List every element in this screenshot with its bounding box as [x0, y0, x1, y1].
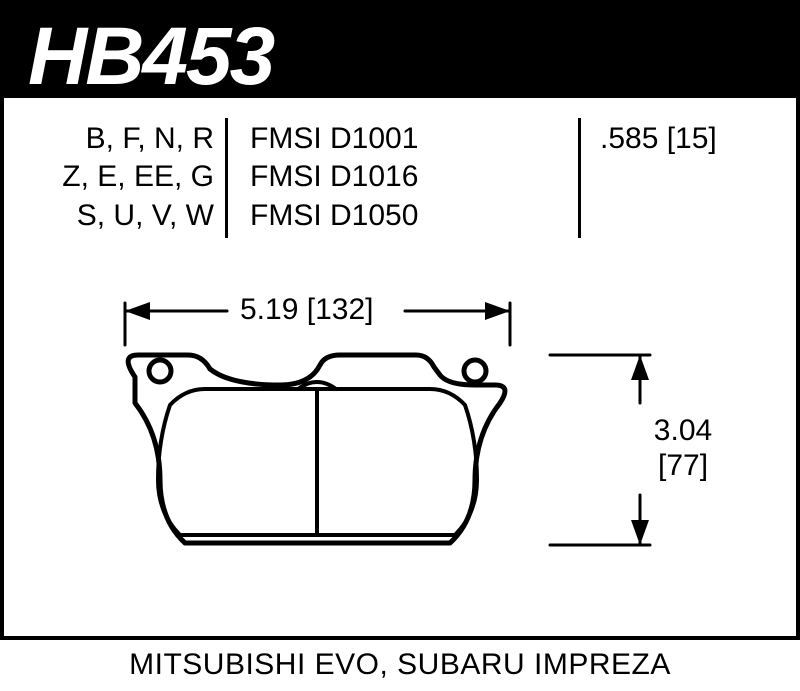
thickness-value: .585 [15] [600, 120, 750, 158]
page: HB453 B, F, N, R Z, E, EE, G S, U, V, W … [0, 0, 800, 691]
compound-codes: B, F, N, R Z, E, EE, G S, U, V, W [44, 120, 214, 235]
fmsi-line: FMSI D1050 [250, 197, 450, 235]
applications-text: MITSUBISHI EVO, SUBARU IMPREZA [0, 648, 800, 682]
part-number: HB453 [28, 10, 273, 104]
header-band: HB453 [0, 0, 800, 98]
brake-pad-diagram [80, 285, 740, 585]
codes-row: B, F, N, R Z, E, EE, G S, U, V, W FMSI D… [44, 120, 764, 240]
fmsi-line: FMSI D1001 [250, 120, 450, 158]
compound-line: Z, E, EE, G [44, 158, 214, 196]
compound-line: S, U, V, W [44, 197, 214, 235]
compound-line: B, F, N, R [44, 120, 214, 158]
fmsi-codes: FMSI D1001 FMSI D1016 FMSI D1050 [250, 120, 450, 235]
fmsi-line: FMSI D1016 [250, 158, 450, 196]
